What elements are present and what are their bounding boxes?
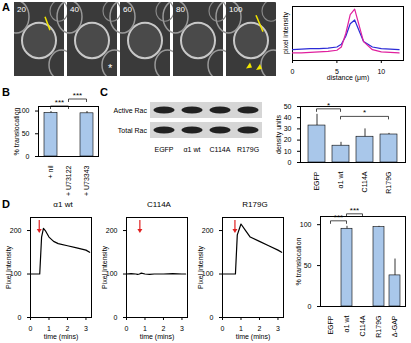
svg-text:*: * bbox=[327, 101, 330, 110]
svg-text:200: 200 bbox=[106, 227, 118, 234]
svg-text:R179G: R179G bbox=[375, 316, 382, 338]
svg-text:5: 5 bbox=[334, 68, 339, 76]
svg-text:0: 0 bbox=[18, 314, 22, 321]
svg-text:0: 0 bbox=[291, 68, 295, 75]
svg-text:Pixel Intensity: Pixel Intensity bbox=[197, 245, 205, 289]
svg-text:10: 10 bbox=[284, 148, 292, 155]
svg-text:80: 80 bbox=[176, 5, 185, 14]
svg-text:time (mins): time (mins) bbox=[140, 333, 175, 341]
html-text:α1 wt: α1 wt bbox=[53, 200, 73, 209]
svg-text:pixel intensity: pixel intensity bbox=[282, 11, 290, 54]
svg-text:C114A: C114A bbox=[210, 146, 231, 153]
svg-text:Pixel Intensity: Pixel Intensity bbox=[101, 245, 109, 289]
svg-text:0: 0 bbox=[288, 159, 292, 166]
svg-text:50: 50 bbox=[304, 262, 312, 269]
svg-text:0: 0 bbox=[114, 314, 118, 321]
svg-text:200: 200 bbox=[10, 227, 22, 234]
svg-text:20: 20 bbox=[284, 136, 292, 143]
svg-text:2: 2 bbox=[258, 325, 262, 332]
svg-text:EGFP: EGFP bbox=[327, 315, 334, 334]
svg-text:40: 40 bbox=[70, 5, 79, 14]
svg-text:time (mins): time (mins) bbox=[44, 333, 79, 341]
svg-text:% translocation: % translocation bbox=[13, 107, 20, 155]
svg-text:Pixel Intensity: Pixel Intensity bbox=[5, 245, 13, 289]
svg-text:% translocation: % translocation bbox=[295, 237, 302, 285]
svg-text:2: 2 bbox=[162, 325, 166, 332]
svg-text:Active Rac: Active Rac bbox=[114, 107, 148, 114]
svg-text:α1 wt: α1 wt bbox=[337, 171, 344, 188]
svg-text:+ U73122: + U73122 bbox=[65, 165, 72, 196]
svg-text:100: 100 bbox=[9, 270, 22, 278]
svg-text:***: *** bbox=[55, 98, 64, 107]
svg-text:50: 50 bbox=[22, 130, 30, 137]
svg-text:***: *** bbox=[334, 213, 343, 222]
svg-text:C114A: C114A bbox=[359, 315, 366, 336]
svg-text:*: * bbox=[108, 62, 113, 74]
svg-text:Δ-GAP: Δ-GAP bbox=[391, 315, 398, 337]
svg-text:distance (μm): distance (μm) bbox=[327, 74, 370, 82]
svg-text:100: 100 bbox=[105, 270, 118, 278]
svg-text:30: 30 bbox=[284, 125, 292, 132]
svg-text:200: 200 bbox=[202, 227, 214, 234]
svg-text:0: 0 bbox=[308, 303, 312, 310]
svg-text:50: 50 bbox=[284, 103, 292, 110]
html-text:R179G: R179G bbox=[242, 200, 268, 209]
svg-text:100: 100 bbox=[201, 270, 214, 278]
svg-text:0: 0 bbox=[221, 325, 225, 332]
svg-text:R179G: R179G bbox=[385, 172, 392, 194]
svg-text:α1 wt: α1 wt bbox=[343, 315, 350, 332]
svg-text:EGFP: EGFP bbox=[313, 171, 320, 190]
svg-text:Total Rac: Total Rac bbox=[118, 127, 148, 134]
svg-text:0: 0 bbox=[26, 153, 30, 160]
svg-text:1: 1 bbox=[143, 325, 147, 332]
svg-text:C114A: C114A bbox=[361, 171, 368, 192]
svg-text:***: *** bbox=[73, 91, 82, 100]
html-text:D: D bbox=[2, 198, 10, 210]
svg-text:+ nil: + nil bbox=[47, 165, 54, 178]
html-text:A: A bbox=[2, 1, 10, 13]
svg-text:density units: density units bbox=[275, 115, 283, 154]
svg-text:α1 wt: α1 wt bbox=[184, 146, 201, 153]
svg-text:*: * bbox=[363, 108, 366, 117]
html-text:B: B bbox=[2, 86, 10, 98]
svg-text:R179G: R179G bbox=[237, 146, 259, 153]
svg-text:2: 2 bbox=[66, 325, 70, 332]
svg-text:+ U73343: + U73343 bbox=[83, 165, 90, 196]
svg-text:10: 10 bbox=[377, 68, 385, 75]
svg-text:1: 1 bbox=[239, 325, 243, 332]
svg-text:***: *** bbox=[350, 206, 359, 215]
svg-text:40: 40 bbox=[284, 114, 292, 121]
svg-text:1: 1 bbox=[47, 325, 51, 332]
svg-text:100: 100 bbox=[300, 221, 312, 228]
svg-text:100: 100 bbox=[17, 107, 30, 115]
html-text:C114A: C114A bbox=[147, 200, 171, 209]
svg-text:0: 0 bbox=[125, 325, 129, 332]
svg-text:20: 20 bbox=[17, 5, 26, 14]
svg-text:3: 3 bbox=[180, 325, 184, 332]
svg-text:EGFP: EGFP bbox=[154, 146, 173, 153]
svg-text:3: 3 bbox=[276, 325, 280, 332]
svg-text:0: 0 bbox=[210, 314, 214, 321]
svg-text:0: 0 bbox=[29, 325, 33, 332]
html-text:C: C bbox=[100, 86, 108, 98]
svg-text:3: 3 bbox=[84, 325, 88, 332]
svg-text:60: 60 bbox=[123, 5, 132, 14]
svg-text:100: 100 bbox=[229, 5, 243, 14]
svg-text:time (mins): time (mins) bbox=[236, 333, 271, 341]
